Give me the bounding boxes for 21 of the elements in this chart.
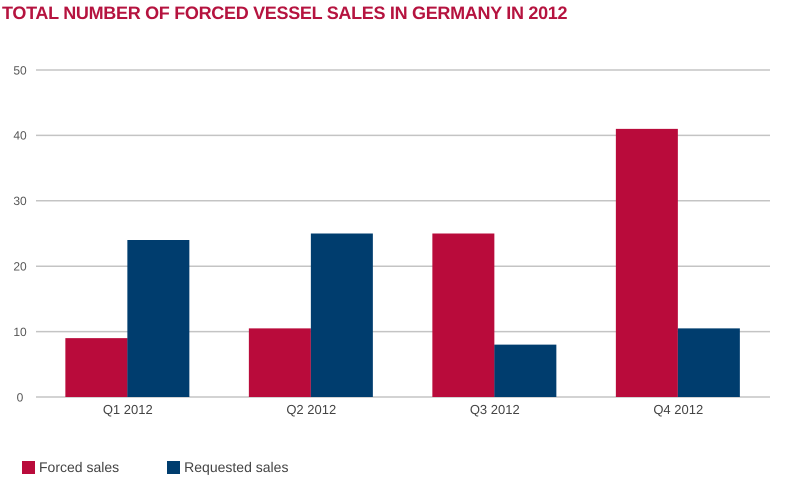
x-tick-label: Q3 2012: [470, 402, 520, 418]
y-tick-label: 10: [13, 324, 27, 339]
bar: [678, 328, 740, 397]
bar: [248, 328, 311, 397]
x-tick-label: Q2 2012: [286, 402, 336, 418]
y-tick-label: 50: [13, 63, 27, 78]
bar: [127, 240, 190, 397]
y-tick-label: 0: [16, 390, 24, 404]
y-tick-label: 40: [13, 128, 27, 143]
y-tick-label: 20: [13, 259, 27, 274]
legend-label: Forced sales: [39, 459, 120, 475]
bar: [616, 128, 678, 397]
legend-label: Requested sales: [184, 459, 288, 475]
chart-title: TOTAL NUMBER OF FORCED VESSEL SALES IN GERMANY IN 2012: [2, 3, 568, 24]
y-tick-label: 30: [13, 194, 27, 208]
bar: [494, 344, 556, 397]
bar: [65, 338, 128, 397]
bar: [310, 234, 373, 397]
x-tick-label: Q4 2012: [653, 402, 704, 418]
bar: [432, 234, 494, 397]
x-tick-label: Q1 2012: [102, 402, 153, 418]
